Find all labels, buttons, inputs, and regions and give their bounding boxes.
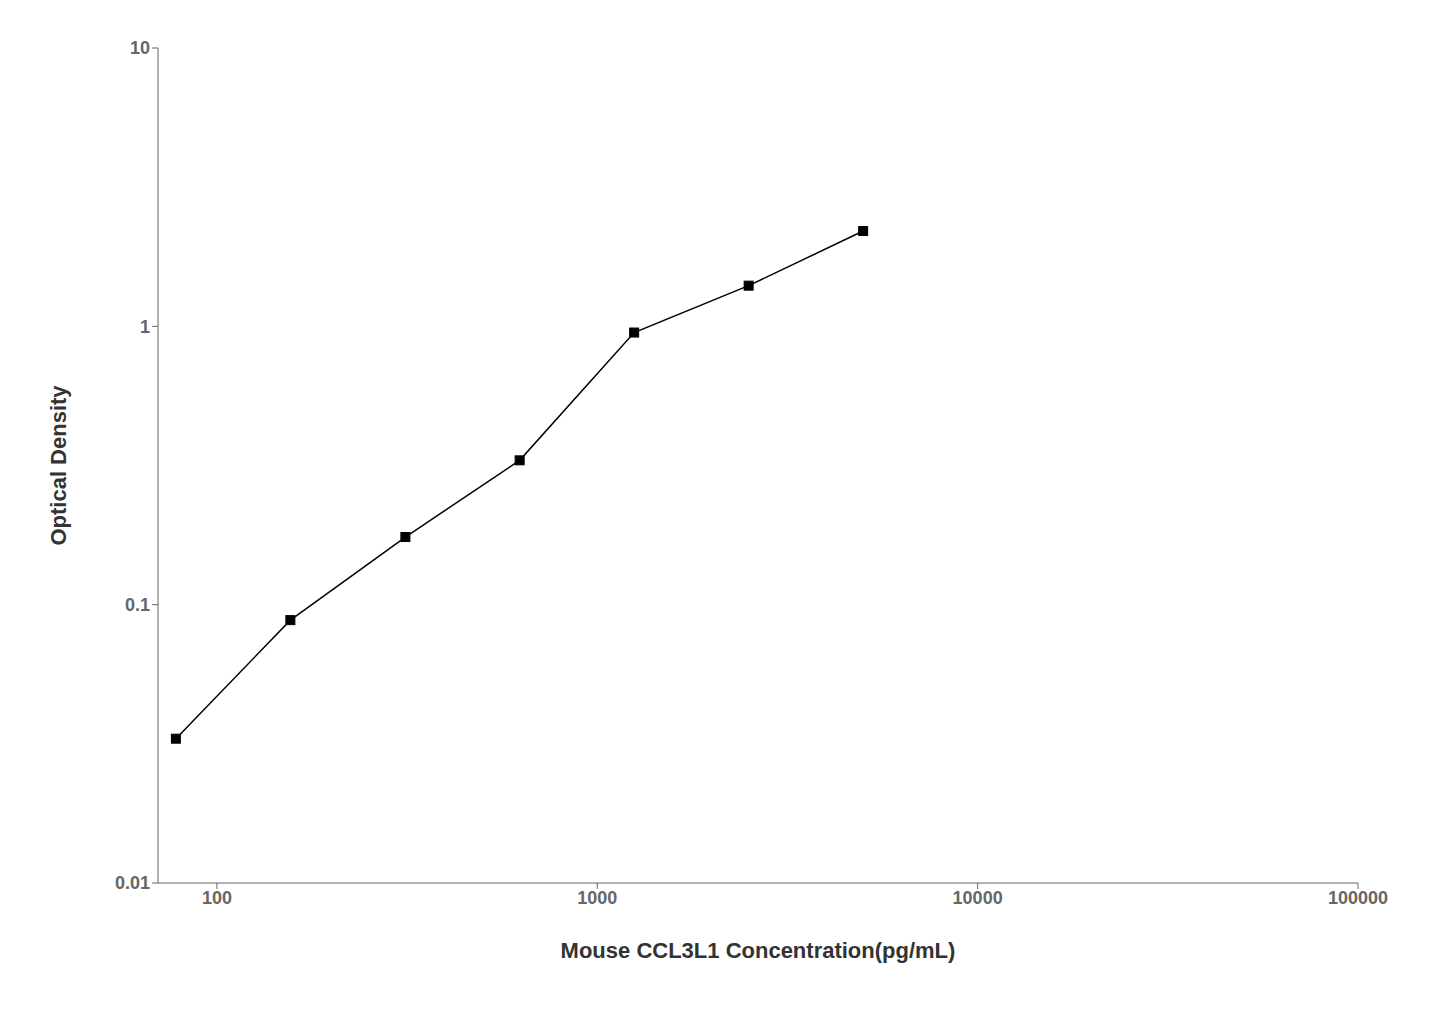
svg-text:Optical Density: Optical Density [46,385,71,546]
svg-text:100: 100 [202,888,232,908]
svg-text:0.01: 0.01 [115,873,150,893]
svg-text:10: 10 [130,38,150,58]
svg-text:100000: 100000 [1328,888,1388,908]
svg-text:0.1: 0.1 [125,595,150,615]
svg-text:1000: 1000 [577,888,617,908]
svg-text:10000: 10000 [953,888,1003,908]
svg-text:Mouse CCL3L1 Concentration(pg/: Mouse CCL3L1 Concentration(pg/mL) [561,938,956,963]
svg-text:1: 1 [140,317,150,337]
